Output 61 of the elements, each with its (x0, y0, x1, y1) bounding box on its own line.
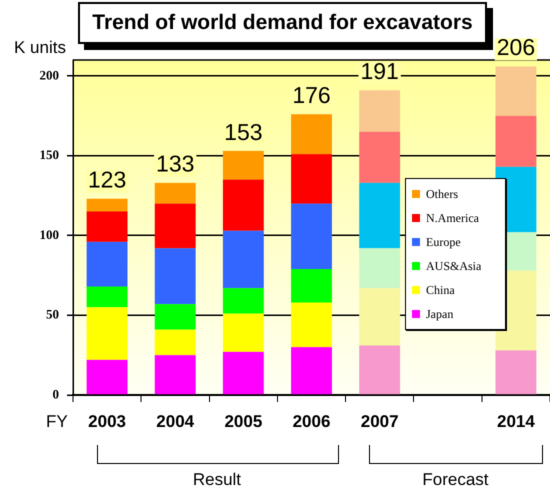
bar (154, 182, 196, 204)
bar (222, 288, 264, 314)
y-tick-label: 50 (46, 306, 59, 322)
bar (86, 307, 128, 360)
legend-label: Europe (425, 234, 462, 251)
bar (291, 154, 332, 204)
total-label: 191 (360, 58, 399, 84)
total-label: 133 (156, 150, 194, 177)
y-tick-label: 150 (40, 147, 59, 162)
text: Result (192, 470, 242, 490)
legend-label: AUS&Asia (425, 258, 482, 275)
legend-label: N.America (425, 210, 480, 227)
bar (86, 286, 128, 308)
x-axis-title: FY (46, 412, 68, 432)
legend-label: China (425, 282, 456, 299)
bar (291, 268, 332, 302)
bar (154, 248, 196, 304)
bar (154, 304, 196, 330)
y-tick-label: 0 (52, 386, 59, 402)
bar (86, 242, 128, 287)
x-tick-label: 2006 (292, 412, 330, 431)
y-axis-title: K units (14, 38, 66, 58)
bar (359, 248, 400, 288)
legend-label: Others (425, 186, 459, 203)
bar (359, 288, 400, 346)
chart-title: Trend of world demand for excavators (78, 2, 487, 44)
total-label: 153 (224, 118, 263, 145)
bar (359, 132, 400, 183)
bar (222, 180, 264, 231)
bar (86, 360, 128, 394)
total-label: 206 (496, 34, 536, 60)
legend-label: Japan (425, 306, 454, 323)
bar (154, 330, 196, 356)
x-tick-label: 2003 (88, 412, 126, 431)
bar (222, 230, 264, 288)
bar (222, 150, 264, 180)
bar (495, 66, 536, 116)
total-label: 176 (292, 82, 331, 108)
x-tick-label: 2007 (360, 412, 399, 431)
bar (222, 352, 264, 394)
x-tick-label: 2005 (224, 412, 262, 431)
bar (495, 116, 536, 167)
bar (495, 350, 536, 394)
bar (86, 198, 128, 212)
x-tick-label: 2014 (497, 412, 536, 431)
y-tick-label: 200 (40, 67, 59, 82)
bar (154, 355, 196, 394)
text: Forecast (422, 470, 489, 490)
bar (291, 347, 332, 394)
x-tick-label: 2004 (156, 412, 195, 431)
bar (154, 204, 196, 248)
bar (291, 114, 332, 154)
bar (359, 346, 400, 394)
bar (359, 182, 400, 248)
bar (291, 302, 332, 348)
bar (86, 212, 128, 242)
total-label: 123 (88, 166, 126, 193)
bar (291, 204, 332, 269)
bar (222, 314, 264, 352)
y-tick-label: 100 (40, 226, 59, 242)
bar (359, 90, 400, 132)
